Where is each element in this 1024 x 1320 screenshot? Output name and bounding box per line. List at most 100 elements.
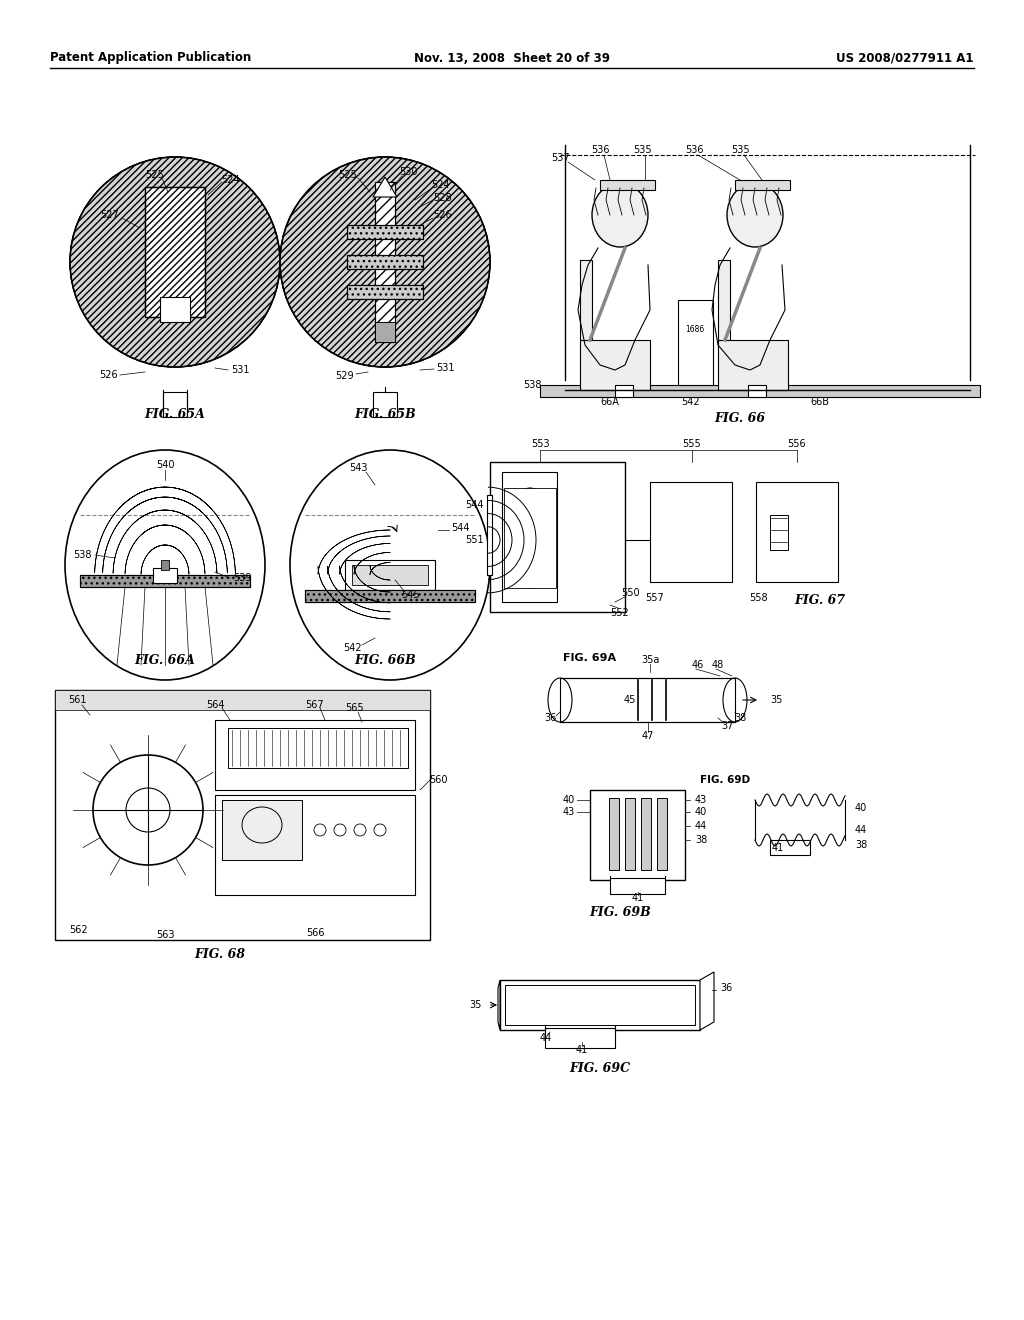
Bar [305, 590, 475, 602]
Text: 544: 544 [451, 523, 469, 533]
Bar [615, 385, 633, 397]
Bar [600, 180, 655, 190]
Text: 38: 38 [734, 713, 746, 723]
Bar [560, 678, 735, 722]
Text: 524: 524 [431, 180, 450, 190]
Text: 538: 538 [73, 550, 91, 560]
Bar [55, 690, 430, 940]
Text: 36: 36 [544, 713, 556, 723]
Text: 561: 561 [68, 696, 86, 705]
Text: FIG. 69B: FIG. 69B [589, 906, 651, 919]
Text: 552: 552 [610, 609, 630, 618]
Text: 555: 555 [683, 440, 701, 449]
Bar [305, 590, 475, 602]
Text: 36: 36 [720, 983, 732, 993]
Text: 564: 564 [206, 700, 224, 710]
Text: 527: 527 [100, 210, 120, 220]
Text: 542: 542 [681, 397, 699, 407]
Bar [490, 462, 625, 612]
Text: FIG. 69A: FIG. 69A [563, 653, 616, 663]
Text: 545: 545 [400, 590, 419, 601]
Ellipse shape [508, 488, 552, 587]
Text: FIG. 66A: FIG. 66A [134, 653, 196, 667]
Text: Patent Application Publication: Patent Application Publication [50, 51, 251, 65]
Text: FIG. 68: FIG. 68 [195, 949, 246, 961]
Text: 35: 35 [470, 1001, 482, 1010]
Text: 540: 540 [156, 459, 174, 470]
Text: FIG. 65B: FIG. 65B [354, 408, 416, 421]
Bar [228, 729, 408, 768]
Bar [545, 1028, 615, 1048]
Text: FIG. 69D: FIG. 69D [700, 775, 751, 785]
Bar [650, 482, 732, 582]
Text: Nov. 13, 2008  Sheet 20 of 39: Nov. 13, 2008 Sheet 20 of 39 [414, 51, 610, 65]
Text: 525: 525 [145, 170, 165, 180]
Bar [215, 719, 415, 789]
Text: 557: 557 [645, 593, 665, 603]
Text: 1686: 1686 [685, 326, 705, 334]
Bar [80, 576, 250, 587]
Text: 537: 537 [551, 153, 569, 162]
Bar [580, 260, 592, 341]
Text: 37: 37 [722, 721, 734, 731]
Bar [770, 840, 810, 855]
Text: 531: 531 [436, 363, 455, 374]
Text: 563: 563 [156, 931, 174, 940]
Bar [487, 495, 492, 576]
Text: 524: 524 [221, 176, 240, 185]
Text: 66B: 66B [811, 397, 829, 407]
Bar [678, 300, 713, 385]
Bar [375, 182, 395, 342]
Polygon shape [700, 972, 714, 1030]
Text: FIG. 69C: FIG. 69C [569, 1061, 631, 1074]
Text: 565: 565 [346, 704, 365, 713]
Text: 43: 43 [563, 807, 575, 817]
Text: 566: 566 [306, 928, 325, 939]
Text: FIG. 66B: FIG. 66B [354, 653, 416, 667]
Ellipse shape [280, 157, 490, 367]
Text: 535: 535 [731, 145, 750, 154]
Text: 38: 38 [695, 836, 708, 845]
Text: 44: 44 [855, 825, 867, 836]
Bar [375, 182, 395, 342]
Text: 550: 550 [621, 587, 639, 598]
Text: US 2008/0277911 A1: US 2008/0277911 A1 [837, 51, 974, 65]
Text: 43: 43 [695, 795, 708, 805]
Ellipse shape [548, 678, 572, 722]
Text: 560: 560 [429, 775, 447, 785]
Text: 538: 538 [522, 380, 542, 389]
Bar [625, 799, 635, 870]
Bar [500, 979, 700, 1030]
Text: 539: 539 [232, 573, 251, 583]
Bar [560, 678, 735, 722]
Bar [153, 568, 177, 583]
Bar [540, 385, 980, 397]
Text: 536: 536 [685, 145, 703, 154]
Text: 40: 40 [563, 795, 575, 805]
Text: 526: 526 [98, 370, 118, 380]
Text: 529: 529 [336, 371, 354, 381]
Text: 558: 558 [749, 593, 767, 603]
Bar [641, 799, 651, 870]
Bar [347, 285, 423, 300]
Bar [610, 878, 665, 894]
Text: 41: 41 [632, 894, 644, 903]
Bar [609, 799, 618, 870]
Bar [748, 385, 766, 397]
Bar [718, 341, 788, 389]
Text: 551: 551 [465, 535, 483, 545]
Bar [145, 187, 205, 317]
Bar [590, 789, 685, 880]
Bar [352, 565, 428, 585]
Ellipse shape [70, 157, 280, 367]
Text: 44: 44 [540, 1034, 552, 1043]
Text: 45: 45 [624, 696, 636, 705]
Text: 44: 44 [695, 821, 708, 832]
Bar [347, 285, 423, 300]
Bar [55, 690, 430, 710]
Bar [161, 560, 169, 570]
Bar [505, 985, 695, 1026]
Text: 536: 536 [591, 145, 609, 154]
Text: 528: 528 [433, 193, 452, 203]
Text: 35a: 35a [641, 655, 659, 665]
